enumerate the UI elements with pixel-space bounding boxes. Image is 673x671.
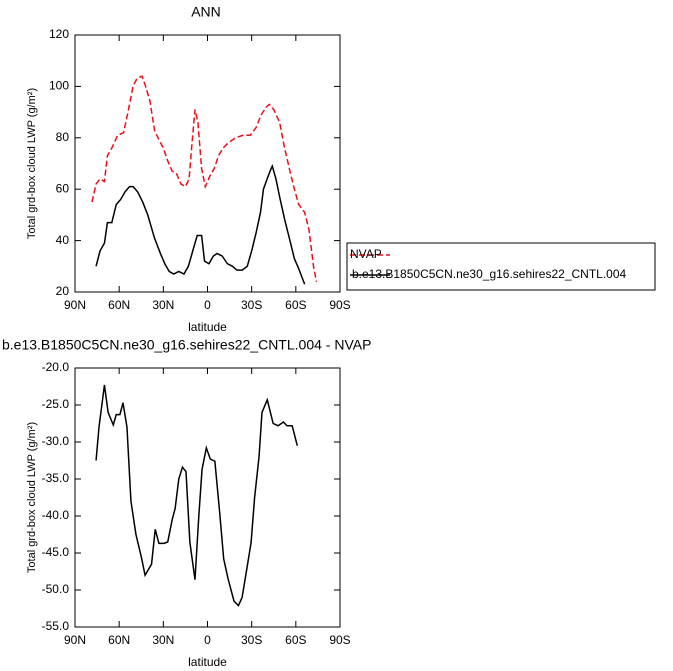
legend-box (346, 242, 656, 291)
y-tick-label: 100 (49, 79, 69, 93)
x-tick-label: 60S (285, 633, 306, 647)
y-tick-label: -35.0 (42, 471, 70, 485)
x-tick-label: 60S (285, 298, 306, 312)
x-tick-label: 0 (204, 298, 211, 312)
x-tick-label: 0 (204, 633, 211, 647)
y-tick-label: 80 (56, 130, 70, 144)
x-tick-label: 90S (329, 298, 350, 312)
data-line (91, 75, 318, 282)
x-tick-label: 30S (241, 633, 262, 647)
x-tick-label: 90N (64, 298, 86, 312)
x-tick-label: 30N (152, 633, 174, 647)
y-axis-label: Total grd-box cloud LWP (g/m²) (26, 88, 38, 239)
y-tick-label: 120 (49, 27, 69, 41)
y-tick-label: -45.0 (42, 545, 70, 559)
y-tick-label: -55.0 (42, 619, 70, 633)
x-tick-label: 60N (108, 298, 130, 312)
legend-label: b.e13.B1850C5CN.ne30_g16.sehires22_CNTL.… (352, 267, 627, 281)
y-tick-label: -50.0 (42, 582, 70, 596)
data-line (95, 163, 306, 285)
chart-title: b.e13.B1850C5CN.ne30_g16.sehires22_CNTL.… (2, 337, 371, 353)
x-tick-label: 90N (64, 633, 86, 647)
y-tick-label: 60 (56, 181, 70, 195)
y-tick-label: -30.0 (42, 434, 70, 448)
x-axis-label: latitude (188, 655, 227, 669)
y-tick-label: -25.0 (42, 397, 70, 411)
y-tick-label: -20.0 (42, 360, 70, 374)
chart-title: ANN (191, 4, 221, 20)
x-tick-label: 30N (152, 298, 174, 312)
y-axis-label: Total grd-box cloud LWP (g/m²) (26, 422, 38, 573)
y-tick-label: -40.0 (42, 508, 70, 522)
plot-frame (74, 34, 341, 293)
y-tick-label: 20 (56, 284, 70, 298)
legend-label: NVAP (350, 247, 382, 261)
y-tick-label: 40 (56, 233, 70, 247)
x-axis-label: latitude (188, 320, 227, 334)
plot-frame (74, 367, 341, 628)
x-tick-label: 90S (329, 633, 350, 647)
data-line (95, 384, 299, 607)
x-tick-label: 30S (241, 298, 262, 312)
x-tick-label: 60N (108, 633, 130, 647)
